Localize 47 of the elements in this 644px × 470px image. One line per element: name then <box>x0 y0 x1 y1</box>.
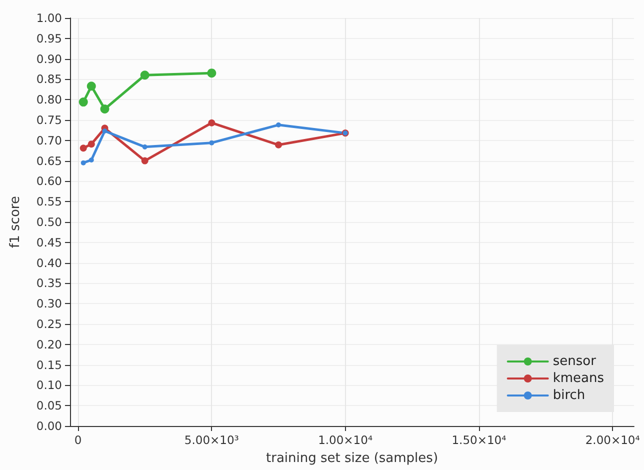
y-tick-label: 0.85 <box>36 72 62 86</box>
y-axis-title: f1 score <box>8 196 23 248</box>
point <box>80 160 86 166</box>
y-tick-label: 0.10 <box>36 378 62 392</box>
y-tick-label: 0.90 <box>36 52 62 66</box>
y-tick-label: 0.00 <box>36 419 62 433</box>
y-tick-label: 0.95 <box>36 31 62 46</box>
point <box>102 128 108 134</box>
x-tick-label: 1.50×10⁴ <box>452 433 507 447</box>
point <box>276 122 281 128</box>
point <box>88 157 94 162</box>
y-tick-label: 1.00 <box>36 11 62 25</box>
legend-label: kmeans <box>552 371 604 386</box>
y-tick-label: 0.25 <box>36 317 62 331</box>
x-tick-label: 2.00×10⁴ <box>585 433 640 447</box>
point <box>142 144 148 150</box>
y-tick-label: 0.30 <box>36 296 62 311</box>
point <box>209 140 214 146</box>
point <box>208 119 216 126</box>
point <box>78 98 88 107</box>
y-tick-label: 0.60 <box>36 174 62 188</box>
point <box>80 144 87 152</box>
y-tick-label: 0.45 <box>36 235 62 250</box>
y-tick-label: 0.55 <box>36 194 62 209</box>
y-tick-label: 0.05 <box>36 398 62 413</box>
x-tick-label: 5.00×10³ <box>184 433 240 447</box>
point <box>140 70 150 80</box>
y-tick-label: 0.65 <box>36 154 62 168</box>
y-tick-label: 0.80 <box>36 92 62 107</box>
point <box>207 68 216 78</box>
x-axis-title: training set size (samples) <box>266 451 438 466</box>
y-tick-label: 0.20 <box>36 337 62 352</box>
y-tick-label: 0.40 <box>36 256 62 270</box>
point <box>141 157 148 164</box>
point <box>88 140 95 148</box>
legend-label: sensor <box>552 354 597 369</box>
point <box>100 104 110 114</box>
y-tick-label: 0.35 <box>36 276 62 290</box>
y-tick-label: 0.75 <box>36 113 62 127</box>
point <box>275 141 282 148</box>
x-tick-label: 0 <box>74 433 82 447</box>
point <box>86 82 96 91</box>
y-tick-label: 0.50 <box>36 215 62 229</box>
y-tick-label: 0.70 <box>36 133 62 148</box>
x-tick-label: 1.00×10⁴ <box>318 433 373 447</box>
y-tick-label: 0.15 <box>36 358 62 372</box>
legend-label: birch <box>552 388 586 403</box>
